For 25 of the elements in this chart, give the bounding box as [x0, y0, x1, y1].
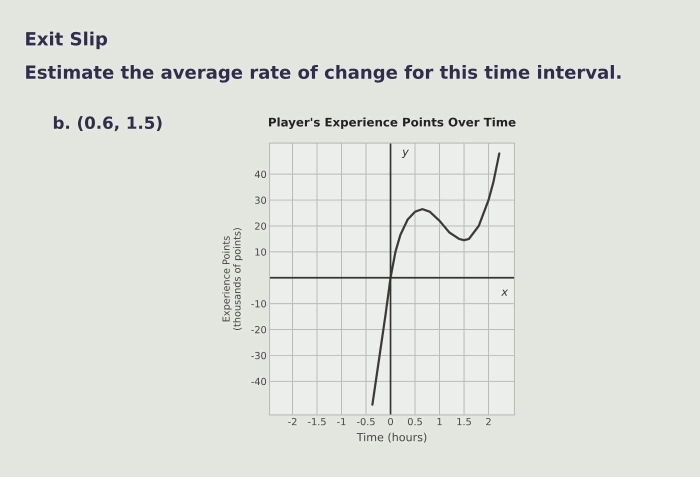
y-tick-label: -10 [251, 300, 266, 308]
annotation: y [402, 150, 409, 158]
x-tick-label: 2 [486, 418, 491, 426]
y-tick-label: 30 [255, 196, 266, 204]
x-tick-label: 0 [388, 418, 393, 426]
y-tick-label: -30 [251, 352, 266, 360]
x-tick-label: 1 [438, 418, 442, 426]
x-tick-label: 0.5 [408, 418, 422, 426]
x-tick-label: -1.5 [308, 418, 326, 426]
y-tick-label: 20 [255, 222, 266, 230]
text: Estimate the average rate of change for this time interval. [26, 64, 620, 83]
text: Exit Slip [26, 32, 108, 50]
y-tick-label: -40 [251, 378, 266, 386]
chart-title: Player's Experience Points Over Time [268, 117, 516, 129]
x-tick-label: -0.5 [357, 418, 375, 426]
y-tick-label: 40 [254, 170, 266, 178]
text: b. (0.6, 1.5) [54, 116, 162, 132]
y-axis-title: Experience Points (thousands of points) [222, 228, 243, 330]
annotation: x [501, 290, 508, 296]
x-tick-label: -2 [288, 418, 296, 426]
y-tick-label: -20 [251, 326, 266, 334]
x-tick-label: 1.5 [457, 418, 471, 426]
x-tick-label: -1 [337, 418, 346, 426]
y-tick-label: 10 [255, 248, 266, 256]
x-axis-title: Time (hours) [356, 432, 426, 443]
